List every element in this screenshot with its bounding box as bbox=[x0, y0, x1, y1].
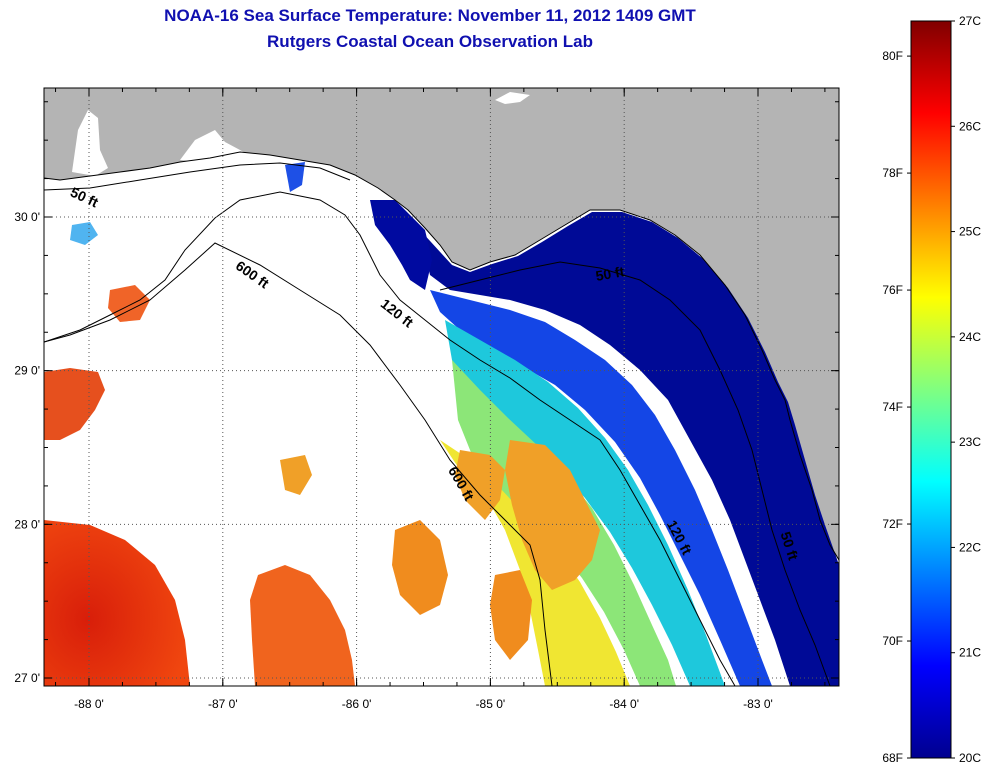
lat-tick-label: 29 0' bbox=[14, 364, 40, 378]
sst-scattered-orange bbox=[280, 455, 312, 495]
contour-120ft bbox=[44, 191, 736, 686]
map-title: NOAA-16 Sea Surface Temperature: Novembe… bbox=[164, 6, 696, 25]
fahrenheit-label: 78F bbox=[882, 166, 903, 180]
fahrenheit-label: 68F bbox=[882, 751, 903, 765]
sst-cyan-band bbox=[445, 320, 725, 686]
celsius-label: 23C bbox=[959, 435, 981, 449]
fahrenheit-label: 76F bbox=[882, 283, 903, 297]
lat-tick-label: 27 0' bbox=[14, 671, 40, 685]
lon-tick-label: -85 0' bbox=[476, 697, 506, 711]
fahrenheit-label: 80F bbox=[882, 49, 903, 63]
land-mass bbox=[44, 88, 839, 560]
contour-600ft bbox=[44, 242, 553, 686]
celsius-label: 24C bbox=[959, 330, 981, 344]
sst-cold-patch bbox=[285, 162, 305, 192]
lon-tick-label: -84 0' bbox=[609, 697, 639, 711]
sst-orange-patch bbox=[505, 440, 600, 590]
contour-label: 50 ft bbox=[594, 263, 625, 284]
contour-50ft-west bbox=[44, 162, 351, 191]
sst-warm-patch-north bbox=[108, 285, 150, 322]
lat-tick-label: 28 0' bbox=[14, 517, 40, 531]
celsius-label: 26C bbox=[959, 119, 981, 133]
coastline bbox=[44, 151, 839, 561]
celsius-label: 25C bbox=[959, 225, 981, 239]
sst-warm-southwest bbox=[44, 520, 190, 686]
fahrenheit-label: 74F bbox=[882, 400, 903, 414]
fahrenheit-label: 70F bbox=[882, 634, 903, 648]
fahrenheit-label: 72F bbox=[882, 517, 903, 531]
sst-warm-west-edge bbox=[44, 368, 105, 440]
colorbar-ticks: 27C 26C 25C 24C 23C 22C 21C 20C 80F 78F 76F 74F 72F 7… bbox=[882, 14, 981, 765]
lat-tick-label: 30 0' bbox=[14, 210, 40, 224]
lon-tick-label: -87 0' bbox=[208, 697, 238, 711]
sst-blue-band bbox=[430, 290, 772, 686]
sst-warm-central bbox=[250, 565, 355, 686]
sst-scattered-orange bbox=[392, 520, 448, 615]
bay-inlet bbox=[180, 130, 255, 162]
sst-cold-patch bbox=[70, 222, 98, 245]
map-frame bbox=[43, 87, 840, 687]
lon-tick-label: -86 0' bbox=[342, 697, 372, 711]
celsius-label: 20C bbox=[959, 751, 981, 765]
map-subtitle: Rutgers Coastal Ocean Observation Lab bbox=[267, 32, 593, 51]
sst-scattered-orange bbox=[490, 570, 532, 660]
celsius-label: 22C bbox=[959, 540, 981, 554]
lon-tick-label: -83 0' bbox=[743, 697, 773, 711]
map-plot bbox=[44, 88, 839, 686]
contour-50ft-east bbox=[439, 261, 831, 686]
grid-lines bbox=[44, 88, 839, 686]
colorbar bbox=[910, 20, 952, 759]
celsius-label: 27C bbox=[959, 14, 981, 28]
bay-inlet bbox=[495, 92, 530, 104]
sst-orange-patch bbox=[455, 450, 505, 520]
celsius-label: 21C bbox=[959, 646, 981, 660]
sst-cold-patch bbox=[370, 200, 432, 290]
lon-tick-label: -88 0' bbox=[74, 697, 104, 711]
axes: -88 0' -87 0' -86 0' -85 0' -84 0' -83 0' 30 0… bbox=[14, 88, 839, 711]
sst-inshore-dark-blue bbox=[420, 212, 839, 686]
bay-inlet bbox=[72, 110, 108, 176]
